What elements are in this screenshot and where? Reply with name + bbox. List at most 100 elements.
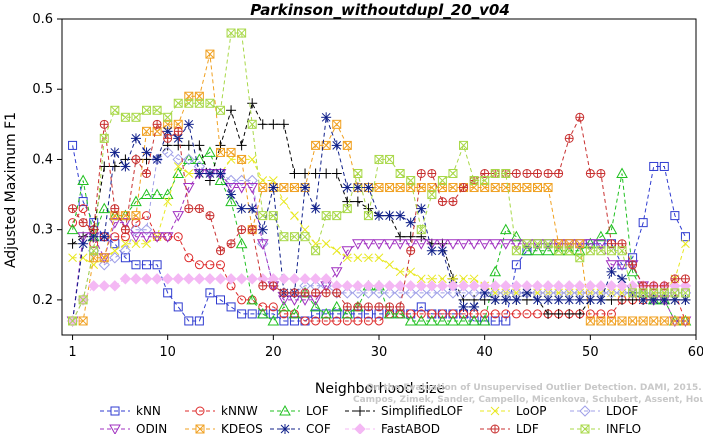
point-simplifiedlof: [183, 140, 194, 151]
point-ldof: [383, 287, 396, 299]
point-ldf: [437, 197, 447, 207]
point-loop: [68, 253, 77, 263]
point-odin: [468, 239, 480, 250]
legend-label-simplifiedlof: SimplifiedLOF: [381, 404, 463, 418]
point-inflo: [110, 105, 120, 115]
point-kdeos: [617, 316, 627, 326]
point-lof: [172, 167, 185, 178]
point-knn: [680, 232, 690, 242]
point-odin: [510, 239, 523, 250]
point-ldf: [395, 302, 405, 312]
point-kdeos: [628, 316, 638, 326]
point-lof: [394, 307, 406, 319]
point-loop: [321, 239, 331, 249]
point-loop: [110, 246, 120, 256]
point-inflo: [585, 246, 595, 256]
point-fastabod: [172, 273, 184, 285]
point-fastabod: [151, 273, 163, 285]
legend-item-inflo: INFLO: [570, 422, 641, 434]
point-kdeos: [395, 183, 405, 193]
x-tick-label: 10: [159, 345, 176, 360]
point-knnw: [606, 309, 616, 319]
point-loop: [406, 267, 416, 277]
point-knnw: [406, 309, 416, 319]
x-tick-label: 20: [265, 345, 282, 360]
point-kdeos: [216, 147, 225, 157]
point-knn: [226, 302, 236, 312]
point-odin: [584, 239, 597, 250]
point-cof: [363, 182, 374, 193]
point-ldof: [426, 287, 438, 299]
point-lof: [383, 307, 396, 319]
point-ldf: [237, 225, 247, 235]
point-knn: [332, 309, 342, 319]
point-inflo: [638, 288, 648, 298]
point-loop: [427, 274, 437, 284]
point-cof: [99, 231, 110, 242]
point-lof: [616, 167, 628, 178]
point-knnw: [311, 316, 321, 326]
point-knnw: [173, 232, 183, 242]
point-ldf: [342, 302, 352, 312]
point-inflo: [490, 168, 500, 178]
point-knnw: [363, 316, 373, 326]
point-kdeos: [279, 183, 289, 193]
point-lof: [278, 300, 290, 312]
point-lof: [151, 188, 163, 200]
point-ldf: [670, 274, 680, 284]
point-odin: [383, 239, 396, 250]
point-loop: [385, 260, 394, 270]
point-inflo: [173, 98, 183, 108]
point-knnw: [416, 309, 426, 319]
legend-label-lof: LOF: [306, 404, 329, 418]
point-inflo: [564, 246, 574, 256]
point-kdeos: [78, 316, 88, 326]
point-cof: [268, 182, 279, 193]
point-kdeos: [511, 183, 521, 193]
point-lof: [521, 244, 533, 256]
x-tick-label: 40: [476, 345, 493, 360]
point-kdeos: [237, 154, 247, 164]
legend-item-ldof: LDOF: [570, 404, 638, 418]
point-ldf: [120, 225, 130, 235]
point-fastabod: [478, 280, 491, 292]
point-odin: [151, 232, 163, 243]
point-ldof: [161, 146, 174, 159]
point-kdeos: [142, 126, 152, 136]
point-inflo: [628, 288, 638, 298]
point-lof: [66, 223, 79, 235]
point-loop: [438, 274, 447, 284]
point-ldf: [533, 168, 542, 178]
point-kdeos: [575, 239, 585, 249]
point-lof: [341, 307, 354, 319]
point-knn: [659, 161, 669, 171]
point-inflo: [596, 246, 606, 256]
point-simplifiedlof: [289, 168, 300, 179]
point-simplifiedlof: [278, 119, 289, 130]
point-inflo: [469, 176, 479, 186]
point-odin: [352, 239, 364, 250]
point-knnw: [78, 204, 88, 214]
point-lof: [309, 300, 322, 312]
point-knn: [142, 260, 152, 270]
series-inflo: [68, 28, 690, 326]
point-cof: [300, 182, 311, 193]
point-odin: [436, 239, 449, 250]
point-odin: [595, 239, 607, 250]
point-fastabod: [447, 280, 459, 292]
point-simplifiedlof: [352, 196, 363, 207]
legend-label-inflo: INFLO: [606, 422, 641, 434]
point-simplifiedlof: [194, 140, 205, 151]
point-loop: [247, 155, 257, 164]
point-inflo: [194, 98, 204, 108]
point-inflo: [416, 225, 426, 235]
point-inflo: [78, 295, 88, 305]
point-fastabod: [119, 273, 132, 285]
point-fastabod: [225, 273, 237, 285]
point-kdeos: [649, 316, 659, 326]
point-inflo: [120, 112, 130, 122]
point-knn: [152, 260, 162, 270]
point-ldf: [142, 168, 152, 178]
point-knnw: [374, 316, 384, 326]
point-ldf: [173, 126, 183, 136]
